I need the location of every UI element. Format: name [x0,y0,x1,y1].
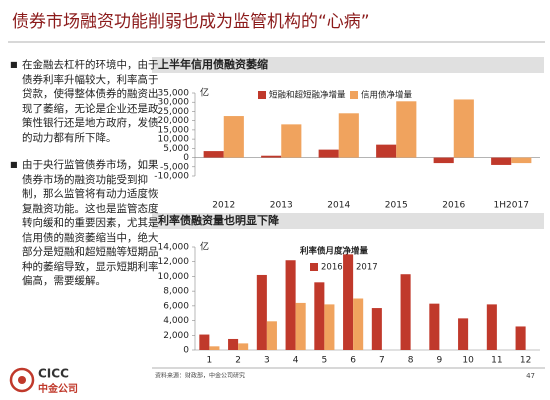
logo-en: CICC [38,367,69,381]
y-tick-label: 30,000 [158,98,190,108]
bar [256,274,267,350]
bar [515,326,526,350]
y-tick-label: 14,000 [158,243,190,253]
header-bar [152,57,544,73]
legend-swatch [350,91,358,99]
bar [353,298,364,350]
bar [486,304,497,350]
legend-label: 2017 [356,263,378,273]
bullet: 由于央行监管债券市场，如果债券市场的融资功能受到抑制，那么监管将有动力适度恢复融… [10,158,160,289]
bar [429,303,440,350]
bar [511,157,532,164]
bar [376,144,397,158]
bar [371,308,382,350]
bar [223,116,244,158]
x-tick-label: 10 [462,356,474,366]
bar [228,338,239,350]
legend-label: 2016 [321,263,343,273]
panel-header: 上半年信用债融资萎缩 [158,57,268,71]
x-tick-label: 3 [264,356,270,366]
y-tick-label: 25,000 [158,107,190,117]
bar [199,334,210,350]
unit-label: 亿 [200,241,209,253]
y-tick-label: 4,000 [163,316,189,326]
legend-label: 信用债净增量 [361,90,413,101]
panel-header: 利率债融资量也明显下降 [158,213,280,227]
x-tick-label: 6 [350,356,356,366]
legend-swatch [258,91,266,99]
bar [343,254,354,350]
slide-title: 债券市场融资功能削弱也成为监管机构的“心病” [12,12,370,32]
bullet: 在金融去杠杆的环境中，由于债券利率升幅较大，利率高于贷款，使得整体债券的融资出现… [10,58,160,145]
x-tick-label: 2016 [442,201,465,211]
x-tick-label: 1H2017 [494,201,529,211]
bar [453,99,474,158]
x-tick-label: 2012 [212,201,235,211]
x-tick-label: 2014 [327,201,350,211]
legend-swatch [310,263,318,271]
chart-title: 利率债月度净增量 [299,246,369,257]
y-tick-label: 10,000 [158,272,190,282]
bar [314,282,325,350]
bar [396,101,417,158]
y-tick-label: 35,000 [158,89,190,99]
y-tick-label: 10,000 [158,135,190,145]
y-tick-label: 6,000 [163,301,189,311]
y-tick-label: 5,000 [163,144,189,154]
bar [261,155,282,158]
y-tick-label: 12,000 [158,257,190,267]
x-tick-label: 2015 [385,201,408,211]
header-bar [152,213,544,229]
x-tick-label: 1 [207,356,213,366]
logo-mark [9,367,35,393]
y-tick-label: -5,000 [160,162,189,172]
bar [491,157,512,165]
y-tick-label: 2,000 [163,331,189,341]
logo-cn: 中金公司 [38,382,78,395]
y-tick-label: 15,000 [158,125,190,135]
bar [266,321,277,350]
bar [295,302,306,350]
y-tick-label: -10,000 [154,172,189,182]
bar [209,346,220,350]
y-tick-label: 20,000 [158,116,190,126]
bar [203,151,224,158]
x-tick-label: 2 [235,356,241,366]
x-tick-label: 7 [379,356,385,366]
unit-label: 亿 [200,87,209,99]
bar [318,149,339,158]
y-tick-label: 8,000 [163,287,189,297]
bar [285,260,296,350]
page-number: 47 [526,372,535,380]
bar [400,274,411,350]
x-tick-label: 8 [408,356,414,366]
x-tick-label: 9 [437,356,443,366]
x-tick-label: 11 [491,356,502,366]
bar [458,318,469,350]
bar [338,113,359,158]
y-tick-label: 0 [183,346,189,356]
bar [433,157,454,164]
logo-mark [18,376,26,384]
legend-label: 短融和超短融净增量 [269,90,346,101]
x-tick-label: 2013 [270,201,293,211]
bar [281,124,302,158]
source: 资料来源：财政部，中金公司研究 [155,372,245,380]
x-tick-label: 4 [293,356,299,366]
bar [238,343,249,350]
x-tick-label: 12 [520,356,531,366]
bar [324,304,335,350]
y-tick-label: 0 [183,153,189,163]
x-tick-label: 5 [322,356,328,366]
